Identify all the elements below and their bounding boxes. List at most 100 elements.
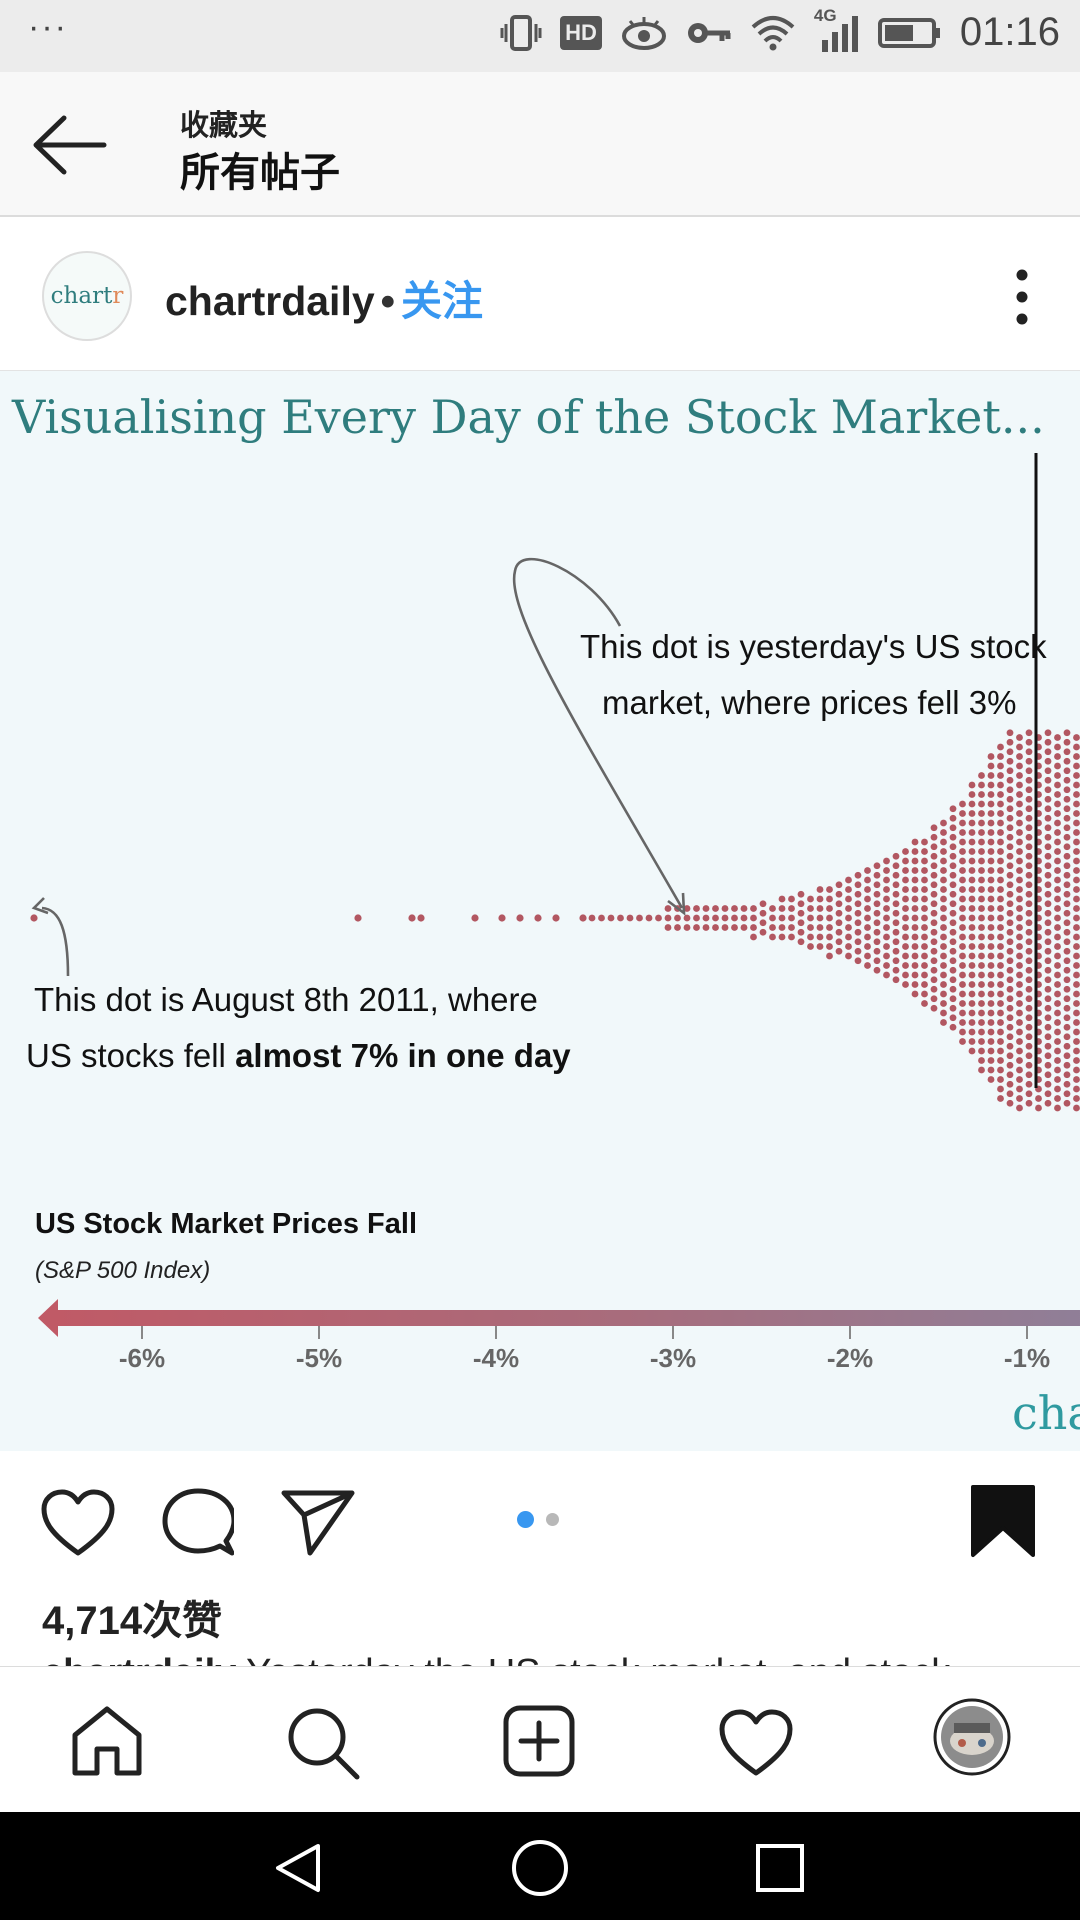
- data-dot: [1054, 914, 1061, 922]
- post-image[interactable]: Visualising Every Day of the Stock Marke…: [0, 371, 1080, 1451]
- data-dot: [883, 867, 890, 874]
- data-dot: [987, 762, 995, 770]
- data-dot: [978, 905, 985, 912]
- data-dot: [1006, 824, 1014, 832]
- data-dot: [978, 933, 985, 941]
- eye-care-icon: [621, 16, 666, 50]
- data-dot: [816, 895, 824, 903]
- data-dot: [1044, 738, 1052, 746]
- data-dot: [987, 1047, 995, 1055]
- avatar[interactable]: chart r: [42, 251, 132, 341]
- data-dot: [417, 914, 425, 922]
- caption-username[interactable]: chartrdaily: [42, 1652, 236, 1668]
- data-dot: [1044, 767, 1052, 775]
- data-dot: [911, 990, 919, 998]
- data-dot: [987, 791, 995, 798]
- data-dot: [835, 900, 843, 908]
- carousel-page-dots: [517, 1511, 559, 1531]
- data-dot: [1073, 1038, 1080, 1045]
- data-dot: [959, 914, 966, 922]
- data-dot: [797, 890, 805, 898]
- data-dot: [1025, 1004, 1033, 1012]
- data-dot: [997, 800, 1004, 808]
- system-back-icon[interactable]: [270, 1840, 326, 1896]
- more-options-icon[interactable]: [1014, 267, 1030, 327]
- like-heart-icon[interactable]: [40, 1489, 116, 1557]
- data-dot: [997, 914, 1004, 922]
- data-dot: [1073, 952, 1080, 960]
- data-dot: [940, 838, 947, 846]
- data-dot: [1025, 738, 1033, 746]
- data-dot: [1006, 776, 1014, 784]
- data-dot: [1054, 1009, 1061, 1017]
- data-dot: [1025, 928, 1033, 936]
- search-icon[interactable]: [285, 1705, 361, 1781]
- overflow-dots-icon: ···: [28, 8, 68, 46]
- data-dot: [997, 857, 1004, 865]
- system-home-icon[interactable]: [510, 1838, 570, 1898]
- data-dot: [921, 924, 928, 931]
- activity-heart-icon[interactable]: [718, 1709, 794, 1777]
- data-dot: [949, 1004, 957, 1012]
- data-dot: [826, 914, 833, 922]
- data-dot: [788, 914, 795, 922]
- data-dot: [987, 876, 995, 884]
- saved-bookmark-icon[interactable]: [970, 1484, 1036, 1558]
- data-dot: [940, 895, 947, 903]
- data-dot: [930, 985, 938, 993]
- data-dot: [911, 952, 919, 960]
- data-dot: [1016, 1104, 1023, 1112]
- data-dot: [1006, 757, 1014, 765]
- data-dot: [968, 800, 976, 808]
- data-dot: [1063, 814, 1071, 822]
- share-send-icon[interactable]: [280, 1487, 356, 1557]
- data-dot: [1063, 900, 1071, 908]
- data-dot: [1073, 1057, 1080, 1064]
- data-dot: [1063, 957, 1071, 965]
- data-dot: [968, 924, 976, 931]
- data-dot: [1063, 1042, 1071, 1050]
- data-dot: [997, 848, 1004, 855]
- data-dot: [987, 981, 995, 988]
- data-dot: [854, 938, 862, 946]
- home-icon[interactable]: [70, 1705, 144, 1777]
- data-dot: [1063, 985, 1071, 993]
- data-dot: [740, 924, 748, 931]
- data-dot: [1016, 924, 1023, 931]
- axis-title: US Stock Market Prices Fall: [35, 1208, 417, 1240]
- data-dot: [892, 938, 900, 946]
- comment-bubble-icon[interactable]: [162, 1487, 234, 1557]
- data-dot: [864, 914, 871, 922]
- data-dot: [750, 905, 757, 912]
- data-dot: [968, 952, 976, 960]
- data-dot: [864, 895, 871, 903]
- data-dot: [959, 1000, 966, 1007]
- like-count[interactable]: 4,714次赞: [42, 1599, 223, 1643]
- data-dot: [940, 981, 947, 988]
- data-dot: [1006, 748, 1014, 756]
- data-dot: [959, 981, 966, 988]
- data-dot: [940, 1000, 947, 1007]
- data-dot: [1044, 881, 1052, 889]
- data-dot: [683, 924, 691, 931]
- profile-avatar[interactable]: [932, 1697, 1012, 1777]
- data-dot: [1016, 1047, 1023, 1055]
- add-post-icon[interactable]: [503, 1705, 575, 1777]
- data-dot: [940, 857, 947, 865]
- data-dot: [759, 909, 767, 917]
- avatar-text-accent: r: [112, 283, 124, 309]
- back-button[interactable]: [30, 110, 110, 180]
- axis-tick-label: -2%: [827, 1343, 873, 1373]
- data-dot: [1054, 1038, 1061, 1045]
- system-recents-icon[interactable]: [754, 1842, 806, 1894]
- data-dot: [845, 924, 852, 931]
- data-dot: [845, 905, 852, 912]
- data-dot: [854, 871, 862, 879]
- data-dot: [902, 924, 909, 931]
- data-dot: [864, 905, 871, 912]
- username[interactable]: chartrdaily: [165, 278, 375, 324]
- follow-button[interactable]: 关注: [401, 278, 484, 324]
- data-dot: [769, 924, 776, 931]
- data-dot: [750, 924, 757, 931]
- data-dot: [607, 914, 615, 922]
